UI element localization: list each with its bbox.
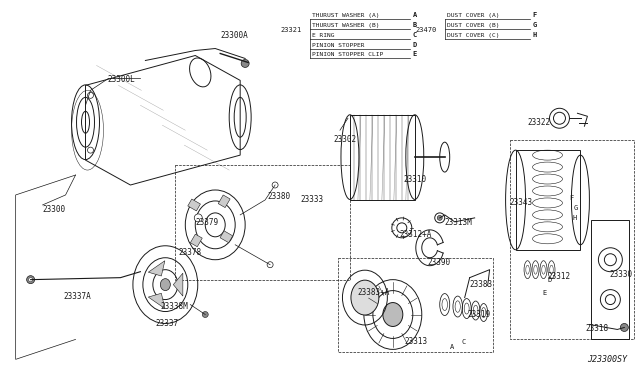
Text: C: C	[461, 339, 466, 346]
Text: F: F	[570, 195, 573, 201]
Text: 23390: 23390	[428, 258, 451, 267]
Text: 23321: 23321	[281, 26, 302, 33]
Text: PINION STOPPER CLIP: PINION STOPPER CLIP	[312, 52, 383, 58]
Text: 23380: 23380	[267, 192, 291, 201]
Text: 23330: 23330	[609, 270, 632, 279]
Text: 23300L: 23300L	[108, 76, 135, 84]
Text: E RING: E RING	[312, 33, 335, 38]
Text: H: H	[572, 215, 577, 221]
Bar	[350, 115, 415, 200]
Text: 23310: 23310	[404, 175, 427, 184]
Text: A: A	[413, 12, 417, 17]
Circle shape	[195, 214, 202, 222]
Text: 23470: 23470	[415, 26, 436, 33]
Text: D: D	[547, 277, 552, 283]
Text: THURUST WASHER (B): THURUST WASHER (B)	[312, 23, 380, 28]
Polygon shape	[148, 293, 165, 308]
Text: 23322: 23322	[527, 118, 550, 127]
Bar	[220, 231, 233, 243]
Circle shape	[267, 262, 273, 268]
Text: 23312: 23312	[547, 272, 571, 281]
Ellipse shape	[161, 279, 170, 291]
Text: 23313M: 23313M	[445, 218, 472, 227]
Text: 23338M: 23338M	[161, 302, 188, 311]
Bar	[591, 220, 629, 339]
Text: PINION STOPPER: PINION STOPPER	[312, 42, 365, 48]
Text: 23383: 23383	[470, 280, 493, 289]
Text: D: D	[413, 42, 417, 48]
Text: 23343: 23343	[509, 198, 532, 207]
Circle shape	[620, 324, 628, 331]
Text: 23333: 23333	[300, 195, 323, 204]
Circle shape	[437, 215, 442, 220]
Text: C: C	[413, 32, 417, 38]
Circle shape	[29, 278, 33, 282]
Text: H: H	[532, 32, 537, 38]
Text: 23337A: 23337A	[63, 292, 92, 301]
Text: B: B	[413, 22, 417, 28]
Text: E: E	[413, 51, 417, 58]
Bar	[218, 195, 230, 208]
Text: E: E	[542, 289, 547, 296]
Text: 23312+A: 23312+A	[400, 230, 432, 239]
Circle shape	[88, 92, 93, 98]
Text: DUST COVER (B): DUST COVER (B)	[447, 23, 499, 28]
Circle shape	[88, 147, 93, 153]
Bar	[516, 150, 580, 250]
Text: 23319: 23319	[468, 310, 491, 318]
Text: 23302: 23302	[333, 135, 356, 144]
Bar	[509, 140, 634, 339]
Circle shape	[202, 311, 208, 318]
Text: G: G	[573, 205, 577, 211]
Bar	[188, 199, 200, 211]
Text: THURUST WASHER (A): THURUST WASHER (A)	[312, 13, 380, 17]
Text: F: F	[532, 12, 537, 17]
Text: 23300A: 23300A	[220, 31, 248, 39]
Text: 23378: 23378	[179, 248, 202, 257]
Ellipse shape	[351, 280, 379, 315]
Text: DUST COVER (A): DUST COVER (A)	[447, 13, 499, 17]
Text: J23300SY: J23300SY	[588, 355, 627, 364]
Ellipse shape	[383, 302, 403, 327]
Polygon shape	[173, 273, 183, 296]
Text: G: G	[532, 22, 537, 28]
Bar	[190, 234, 202, 247]
Text: 23318: 23318	[586, 324, 609, 333]
Circle shape	[241, 60, 249, 67]
Text: 23379: 23379	[195, 218, 218, 227]
Bar	[175, 165, 350, 280]
Text: 23300: 23300	[43, 205, 66, 214]
Text: A: A	[449, 344, 454, 350]
Text: 23313: 23313	[405, 337, 428, 346]
Circle shape	[272, 182, 278, 188]
Text: 23337: 23337	[156, 320, 179, 328]
Text: 23383+A: 23383+A	[358, 288, 390, 296]
Text: DUST COVER (C): DUST COVER (C)	[447, 33, 499, 38]
Circle shape	[27, 276, 35, 283]
Polygon shape	[148, 261, 165, 276]
Bar	[338, 258, 493, 352]
